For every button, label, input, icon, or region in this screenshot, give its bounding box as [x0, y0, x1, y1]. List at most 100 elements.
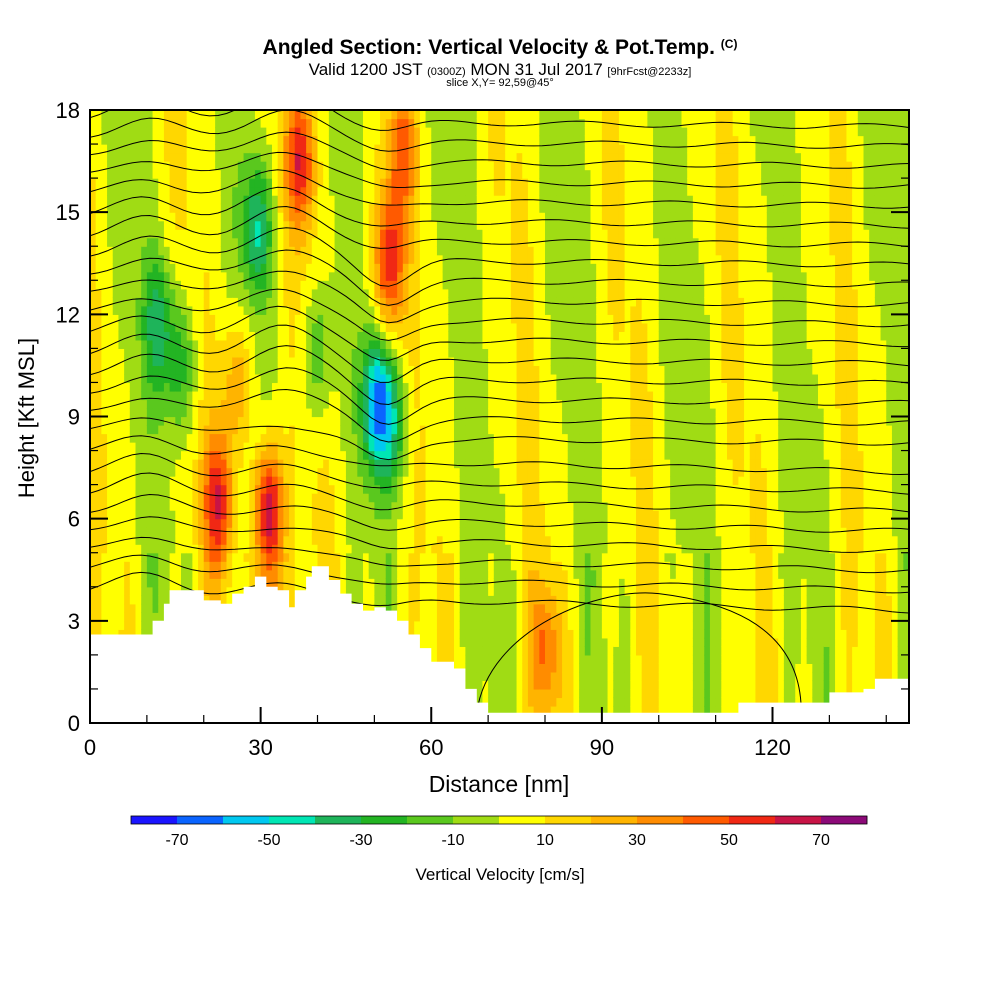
velocity-cell — [237, 416, 245, 426]
velocity-cell — [340, 118, 347, 128]
velocity-cell — [203, 399, 211, 409]
velocity-cell — [397, 203, 404, 213]
velocity-cell — [323, 314, 330, 324]
velocity-cell — [95, 407, 102, 418]
velocity-cell — [141, 339, 148, 349]
velocity-cell — [90, 373, 97, 384]
velocity-cell — [306, 407, 313, 418]
velocity-cell — [169, 518, 176, 528]
velocity-cell — [471, 390, 478, 401]
velocity-cell — [203, 118, 211, 128]
velocity-cell — [419, 212, 427, 222]
velocity-cell — [294, 118, 302, 128]
velocity-cell — [311, 561, 319, 571]
velocity-cell — [146, 518, 154, 528]
velocity-cell — [266, 356, 273, 367]
velocity-cell — [254, 263, 262, 273]
velocity-cell — [186, 288, 193, 298]
velocity-cell — [459, 203, 466, 213]
velocity-cell — [232, 518, 239, 528]
velocity-cell — [209, 110, 216, 120]
velocity-cell — [163, 365, 171, 375]
velocity-cell — [266, 186, 273, 196]
velocity-cell — [419, 467, 427, 477]
velocity-cell — [101, 425, 108, 435]
velocity-cell — [152, 561, 159, 571]
velocity-cell — [368, 297, 375, 307]
velocity-cell — [374, 263, 381, 273]
velocity-cell — [175, 493, 182, 503]
velocity-cell — [408, 552, 415, 562]
velocity-cell — [306, 518, 313, 528]
velocity-cell — [118, 373, 125, 384]
velocity-cell — [146, 476, 154, 486]
velocity-cell — [141, 127, 148, 137]
velocity-cell — [101, 569, 108, 579]
velocity-cell — [266, 169, 273, 179]
velocity-cell — [374, 510, 381, 520]
velocity-cell — [476, 254, 484, 264]
velocity-cell — [237, 348, 245, 358]
velocity-cell — [454, 484, 461, 494]
velocity-cell — [163, 152, 171, 162]
velocity-cell — [118, 203, 125, 213]
velocity-cell — [363, 407, 370, 418]
velocity-cell — [192, 280, 199, 290]
velocity-cell — [442, 578, 449, 588]
velocity-cell — [181, 484, 188, 494]
velocity-cell — [363, 280, 370, 290]
velocity-cell — [363, 152, 370, 162]
velocity-cell — [448, 373, 455, 384]
velocity-cell — [419, 382, 427, 392]
velocity-cell — [374, 373, 381, 384]
velocity-cell — [471, 288, 478, 298]
velocity-cell — [141, 314, 148, 324]
velocity-cell — [146, 297, 154, 307]
velocity-cell — [340, 399, 347, 409]
velocity-cell — [152, 425, 159, 435]
velocity-cell — [442, 433, 449, 443]
velocity-cell — [107, 135, 114, 145]
velocity-cell — [442, 569, 449, 579]
velocity-cell — [454, 407, 461, 418]
velocity-cell — [431, 195, 438, 205]
velocity-cell — [220, 450, 228, 460]
velocity-cell — [226, 399, 233, 409]
velocity-cell — [419, 476, 427, 486]
velocity-cell — [107, 178, 114, 188]
velocity-cell — [323, 442, 330, 452]
velocity-cell — [141, 178, 148, 188]
velocity-cell — [272, 314, 279, 324]
velocity-cell — [334, 322, 341, 332]
velocity-cell — [135, 305, 142, 315]
velocity-cell — [317, 254, 324, 264]
velocity-cell — [175, 271, 182, 281]
velocity-cell — [328, 535, 336, 545]
velocity-cell — [266, 373, 273, 384]
velocity-cell — [431, 535, 438, 545]
velocity-cell — [289, 535, 296, 545]
velocity-cell — [471, 620, 478, 630]
velocity-cell — [454, 646, 461, 656]
velocity-cell — [374, 399, 381, 409]
velocity-cell — [266, 382, 273, 392]
velocity-cell — [363, 297, 370, 307]
velocity-cell — [385, 254, 393, 264]
velocity-cell — [408, 220, 415, 230]
velocity-cell — [118, 144, 125, 154]
velocity-cell — [135, 246, 142, 256]
velocity-cell — [374, 161, 381, 171]
velocity-cell — [232, 254, 239, 264]
velocity-cell — [272, 212, 279, 222]
velocity-cell — [448, 144, 455, 154]
velocity-cell — [431, 501, 438, 511]
velocity-cell — [95, 152, 102, 162]
velocity-cell — [232, 271, 239, 281]
velocity-cell — [135, 527, 142, 537]
velocity-cell — [436, 407, 444, 418]
velocity-cell — [323, 561, 330, 571]
velocity-cell — [203, 135, 211, 145]
velocity-cell — [118, 280, 125, 290]
velocity-cell — [112, 535, 120, 545]
velocity-cell — [340, 382, 347, 392]
